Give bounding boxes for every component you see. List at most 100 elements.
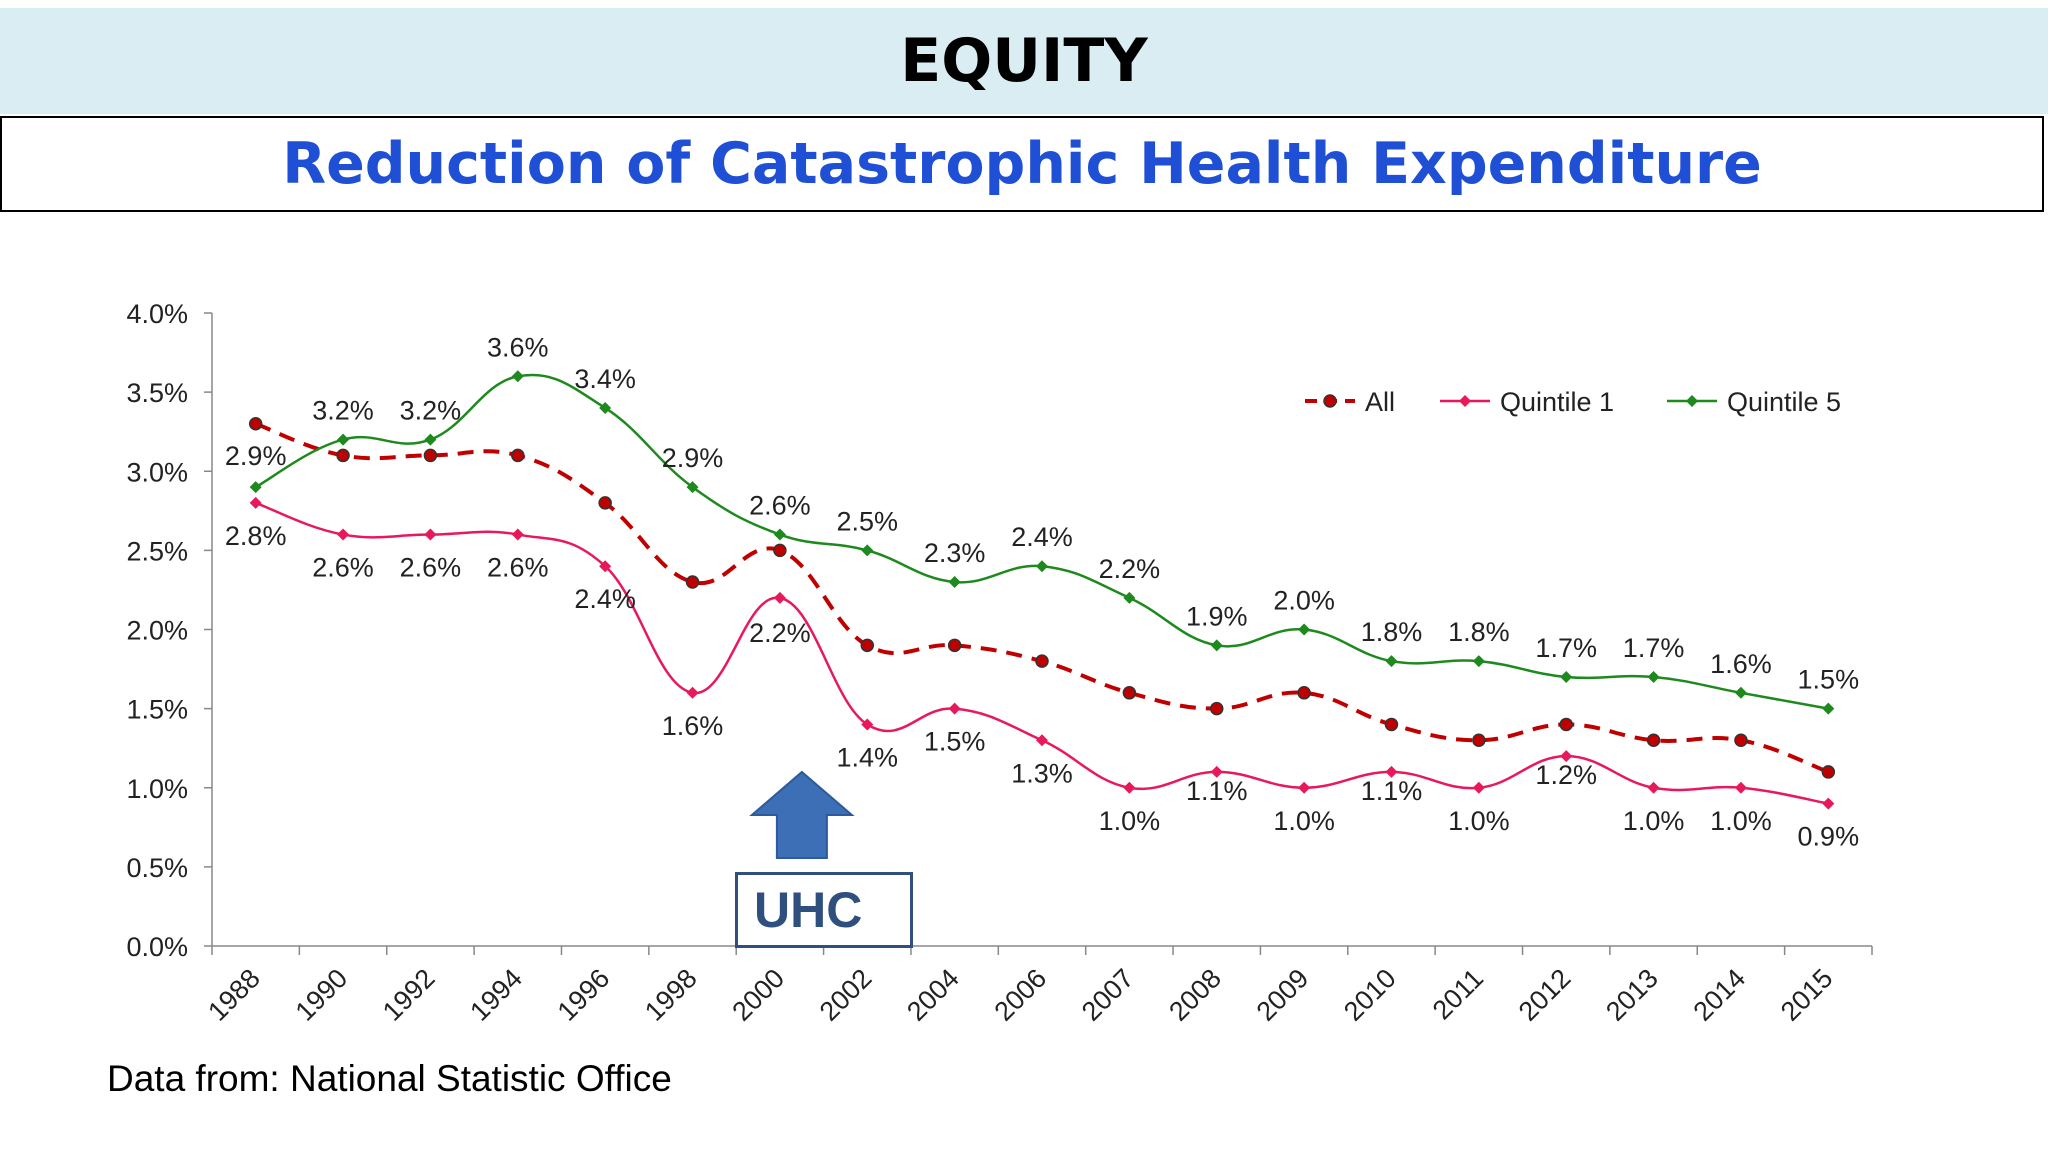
data-point-q5 — [337, 433, 350, 446]
data-point-q1 — [686, 686, 699, 699]
data-point-q1 — [599, 560, 612, 573]
data-point-all — [1122, 686, 1137, 700]
data-point-q5 — [1298, 623, 1311, 636]
data-point-q1 — [1385, 765, 1398, 778]
data-point-all — [1734, 733, 1748, 748]
x-tick-label: 2000 — [726, 963, 790, 1027]
data-point-q5 — [1822, 702, 1835, 715]
y-tick-label: 4.0% — [126, 299, 188, 329]
data-label-q5: 2.9% — [662, 443, 724, 473]
data-point-q5 — [599, 401, 612, 414]
data-label-q1: 2.4% — [574, 584, 636, 614]
data-point-q5 — [773, 528, 786, 541]
data-point-q5 — [1560, 670, 1573, 683]
x-tick-label: 2007 — [1076, 963, 1140, 1027]
data-point-q1 — [1822, 797, 1835, 810]
data-point-q1 — [1036, 734, 1048, 747]
data-point-q1 — [511, 528, 524, 541]
data-label-q5: 1.7% — [1623, 633, 1685, 663]
data-label-q5: 3.4% — [574, 364, 636, 394]
series-line-all — [255, 421, 1830, 774]
data-label-q1: 1.0% — [1623, 806, 1685, 836]
y-tick-label: 2.5% — [126, 536, 188, 566]
data-label-q5: 2.4% — [1011, 522, 1073, 552]
x-tick-label: 2008 — [1163, 963, 1227, 1027]
data-point-all — [860, 638, 875, 653]
data-label-q5: 2.3% — [924, 538, 986, 568]
data-point-all — [248, 417, 263, 431]
data-point-all — [511, 448, 525, 463]
data-point-q1 — [1472, 781, 1485, 794]
data-point-all — [1209, 701, 1224, 716]
legend-label-q1: Quintile 1 — [1500, 387, 1614, 417]
data-label-q1: 1.4% — [836, 742, 898, 772]
data-label-q5: 3.2% — [400, 396, 462, 426]
y-tick-label: 3.0% — [126, 457, 188, 487]
data-label-q1: 2.2% — [749, 618, 811, 648]
data-point-all — [1559, 717, 1573, 732]
data-point-q1 — [1647, 781, 1660, 794]
data-label-q5: 1.9% — [1186, 601, 1248, 631]
data-label-q1: 1.1% — [1361, 776, 1423, 806]
data-label-q5: 1.6% — [1710, 649, 1772, 679]
data-point-q5 — [861, 544, 874, 557]
x-tick-label: 2011 — [1427, 963, 1489, 1025]
data-label-q1: 1.0% — [1273, 806, 1335, 836]
data-point-q5 — [686, 481, 699, 494]
data-point-q5 — [1036, 560, 1048, 573]
data-point-all — [1821, 765, 1836, 779]
data-point-all — [1472, 733, 1486, 748]
data-point-all — [1035, 654, 1049, 668]
header-band — [0, 8, 2048, 114]
legend-marker-q5 — [1686, 395, 1698, 407]
data-point-q5 — [249, 481, 262, 494]
legend-marker-all — [1323, 394, 1337, 408]
subtitle-box: Reduction of Catastrophic Health Expendi… — [0, 116, 2044, 212]
data-label-q5: 1.5% — [1798, 665, 1860, 695]
data-point-all — [1384, 717, 1399, 732]
x-tick-label: 1998 — [639, 963, 703, 1027]
data-point-q1 — [1123, 781, 1136, 794]
data-point-q1 — [424, 528, 437, 541]
y-tick-label: 3.5% — [126, 378, 188, 408]
data-point-q5 — [1647, 670, 1660, 683]
data-label-q1: 1.2% — [1535, 760, 1597, 790]
data-point-q1 — [1210, 765, 1223, 778]
data-point-all — [685, 575, 700, 589]
data-label-q5: 2.0% — [1273, 586, 1335, 616]
data-point-all — [598, 496, 612, 510]
y-tick-label: 0.0% — [126, 932, 188, 962]
data-label-q1: 1.5% — [924, 727, 986, 757]
data-point-q5 — [948, 576, 961, 589]
uhc-annotation-box: UHC — [735, 872, 913, 948]
data-label-q5: 2.6% — [749, 491, 811, 521]
data-label-q5: 1.7% — [1535, 633, 1597, 663]
data-label-q5: 1.8% — [1448, 617, 1510, 647]
data-label-q5: 2.2% — [1099, 554, 1161, 584]
x-tick-label: 2012 — [1513, 963, 1577, 1027]
data-point-q1 — [948, 702, 961, 715]
data-label-q1: 2.6% — [400, 553, 462, 583]
data-point-q1 — [249, 496, 262, 509]
x-tick-label: 2004 — [901, 963, 965, 1027]
uhc-label: UHC — [754, 882, 863, 938]
x-tick-label: 2002 — [814, 963, 878, 1027]
y-tick-label: 2.0% — [126, 616, 188, 646]
x-tick-label: 2014 — [1687, 963, 1751, 1027]
x-tick-label: 2009 — [1251, 963, 1315, 1027]
data-point-q5 — [1210, 639, 1223, 652]
data-point-q5 — [424, 433, 437, 446]
x-tick-label: 1988 — [202, 963, 266, 1027]
data-source-note: Data from: National Statistic Office — [107, 1058, 672, 1099]
data-label-q1: 1.0% — [1710, 806, 1772, 836]
x-tick-label: 2015 — [1775, 963, 1839, 1027]
data-point-q5 — [1734, 686, 1747, 699]
data-label-q1: 0.9% — [1798, 822, 1860, 852]
x-tick-label: 2010 — [1338, 963, 1402, 1027]
series-line-q1 — [255, 501, 1829, 805]
data-point-q1 — [1298, 781, 1311, 794]
data-point-all — [1297, 686, 1311, 700]
data-point-q1 — [861, 718, 874, 731]
data-point-q1 — [1560, 750, 1573, 763]
